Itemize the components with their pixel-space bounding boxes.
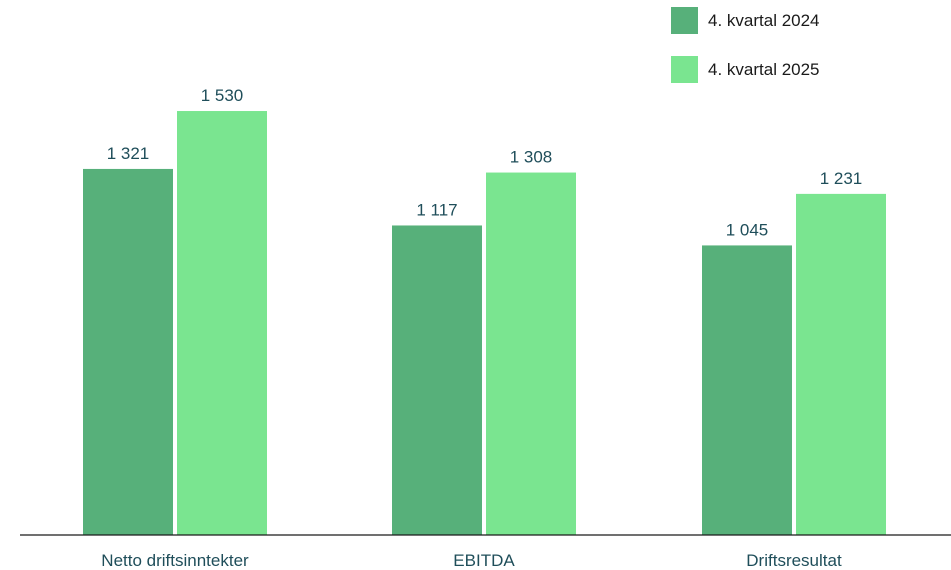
value-label: 1 231: [820, 169, 863, 188]
value-labels-group: 1 321 1 530 1 117 1 308 1 045 1 231: [107, 86, 863, 239]
bar-q4-2024-0: [83, 168, 173, 535]
category-label: Netto driftsinntekter: [101, 551, 249, 570]
value-label: 1 045: [726, 220, 769, 239]
category-label: EBITDA: [453, 551, 515, 570]
value-label: 1 308: [510, 148, 553, 167]
value-label: 1 530: [201, 86, 244, 105]
category-label: Driftsresultat: [746, 551, 842, 570]
bar-q4-2025-1: [486, 172, 576, 535]
category-labels-group: Netto driftsinntekter EBITDA Driftsresulta…: [101, 551, 842, 570]
legend-label: 4. kvartal 2025: [708, 60, 820, 79]
bar-q4-2025-0: [177, 111, 267, 535]
bar-q4-2025-2: [796, 193, 886, 535]
bar-q4-2024-1: [392, 225, 482, 535]
value-label: 1 321: [107, 144, 150, 163]
legend-label: 4. kvartal 2024: [708, 11, 820, 30]
value-label: 1 117: [416, 200, 457, 219]
bar-q4-2024-2: [702, 245, 792, 535]
legend-swatch-q4-2024: [671, 7, 698, 34]
legend: 4. kvartal 2024 4. kvartal 2025: [671, 7, 820, 83]
legend-swatch-q4-2025: [671, 56, 698, 83]
bars-group: [83, 111, 886, 535]
